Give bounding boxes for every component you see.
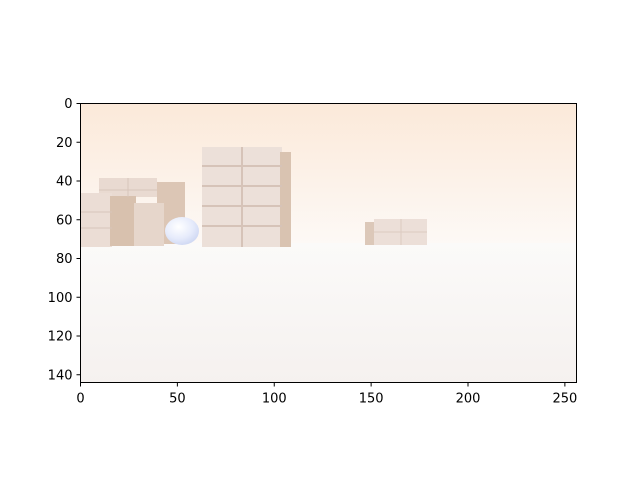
x-tick-label: 200 (456, 392, 481, 407)
x-tick-label: 250 (552, 392, 577, 407)
y-tick-label: 0 (64, 97, 72, 112)
floor (80, 243, 576, 382)
y-tick-label: 40 (56, 175, 73, 190)
image-area (80, 103, 576, 382)
axes-frame (80, 103, 577, 383)
left-box-stack (80, 178, 185, 247)
y-axis: 0 20 40 60 80 100 120 140 (48, 97, 81, 383)
center-box-tower (202, 147, 291, 247)
x-axis: 0 50 100 150 200 250 (76, 382, 577, 407)
x-tick-label: 0 (76, 392, 84, 407)
y-tick-label: 20 (56, 136, 73, 151)
y-tick-label: 100 (48, 291, 73, 306)
right-box (365, 219, 427, 245)
sphere (165, 217, 199, 245)
x-tick-label: 150 (359, 392, 384, 407)
y-tick-label: 60 (56, 213, 73, 228)
x-tick-label: 50 (169, 392, 186, 407)
y-tick-label: 80 (56, 252, 73, 267)
y-tick-label: 140 (48, 368, 73, 383)
x-tick-label: 100 (262, 392, 287, 407)
y-tick-label: 120 (48, 330, 73, 345)
